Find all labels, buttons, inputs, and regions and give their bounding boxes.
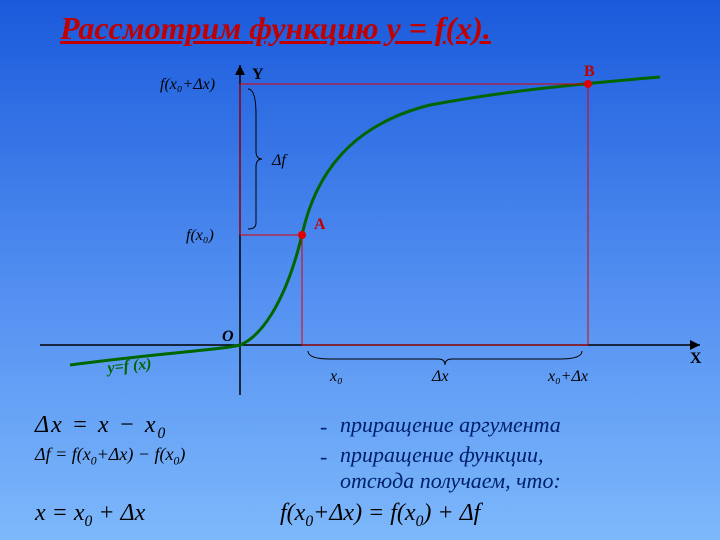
curve-label: y=f (x)	[105, 355, 153, 377]
label-f-x0: f(x₀)	[186, 227, 214, 244]
page-title: Рассмотрим функцию y = f(x).	[60, 10, 491, 47]
function-curve	[70, 77, 660, 365]
origin-label: О	[222, 328, 234, 345]
function-plot: A B X Y О y=f (x) f(x₀+Δx) f(x₀) Δf x₀ Δ…	[0, 55, 720, 395]
point-a	[298, 231, 306, 239]
desc-df-2: отсюда получаем, что:	[340, 468, 561, 494]
y-axis-arrow-icon	[235, 65, 245, 75]
label-f-x0-dx: f(x₀+Δx)	[160, 76, 215, 93]
desc-df-1: приращение функции,	[340, 442, 543, 468]
formula-df: Δf = f(x0+Δx) − f(x0)	[35, 444, 185, 468]
x-axis-label: X	[690, 350, 702, 367]
x-axis-arrow-icon	[690, 340, 700, 350]
label-x0-dx: x₀+Δx	[547, 368, 588, 385]
formula-f: f(x0+Δx) = f(x0) + Δf	[280, 500, 480, 531]
y-axis-label: Y	[252, 66, 264, 83]
formula-dx: Δx = x − x0	[35, 412, 167, 443]
desc-dx: приращение аргумента	[340, 412, 561, 438]
label-x0: x₀	[329, 368, 343, 385]
label-delta-x: Δx	[431, 368, 449, 385]
formula-x: x = x0 + Δx	[35, 500, 145, 531]
brace-delta-f	[248, 89, 262, 229]
point-b-label: B	[584, 63, 595, 80]
list-dash: -	[320, 414, 327, 440]
list-dash: -	[320, 444, 327, 470]
brace-delta-x	[308, 351, 582, 365]
label-delta-f: Δf	[271, 152, 288, 169]
point-a-label: A	[314, 216, 326, 233]
point-b	[584, 80, 592, 88]
